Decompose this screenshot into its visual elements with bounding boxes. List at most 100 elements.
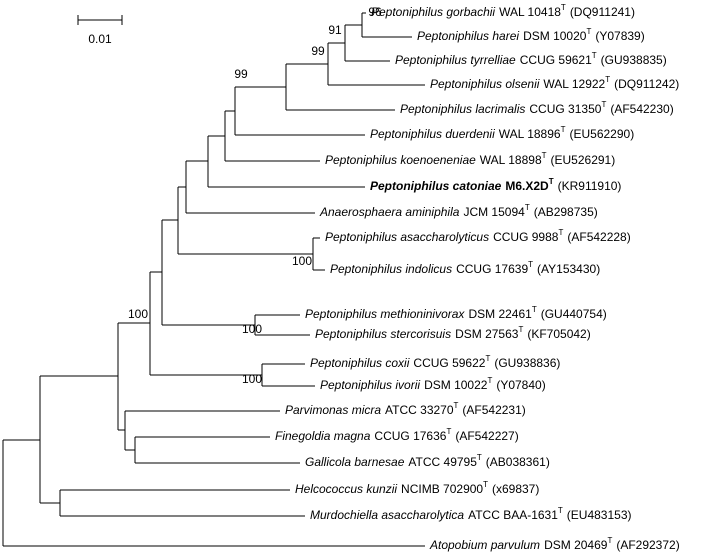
accession: (DQ911242)	[614, 77, 679, 91]
type-strain-mark: T	[532, 305, 537, 314]
strain: CCUG 59622	[413, 356, 485, 370]
taxon-label: Peptoniphilus tyrrelliae CCUG 59621T (GU93…	[395, 51, 667, 67]
taxon-label: Peptoniphilus duerdenii WAL 18896T (EU5622…	[370, 125, 634, 141]
taxon-name: Peptoniphilus stercorisuis	[315, 327, 451, 341]
accession: (GU938836)	[494, 356, 560, 370]
taxon-label: Peptoniphilus catoniae M6.X2DT (KR911910)	[370, 177, 621, 193]
strain: CCUG 59621	[520, 53, 592, 67]
strain: ATCC 49795	[408, 455, 477, 469]
taxon-label: Peptoniphilus olsenii WAL 12922T (DQ911242…	[430, 75, 679, 91]
strain: JCM 15094	[463, 205, 525, 219]
taxon-name: Finegoldia magna	[275, 429, 371, 443]
bootstrap-value: 96	[368, 5, 382, 19]
bootstrap-value: 99	[311, 44, 325, 58]
accession: (AF292372)	[616, 538, 679, 552]
accession: (AF542230)	[610, 102, 673, 116]
taxon-name: Atopobium parvulum	[429, 538, 540, 552]
accession: (AF542231)	[462, 403, 525, 417]
strain: DSM 27563	[455, 327, 519, 341]
type-strain-mark: T	[528, 260, 533, 269]
taxon-name: Peptoniphilus tyrrelliae	[395, 53, 516, 67]
type-strain-mark: T	[549, 177, 554, 186]
taxon-name: Gallicola barnesae	[305, 455, 405, 469]
accession: (AY153430)	[537, 262, 600, 276]
taxon-name: Peptoniphilus methioninivorax	[305, 307, 465, 321]
strain: CCUG 17636	[374, 429, 446, 443]
strain: DSM 10020	[523, 29, 587, 43]
bootstrap-value: 100	[242, 372, 262, 386]
bootstrap-value: 99	[234, 67, 248, 81]
accession: (GU938835)	[601, 53, 667, 67]
bootstrap-value: 91	[328, 23, 342, 37]
strain: NCIMB 702900	[401, 482, 483, 496]
accession: (AF542228)	[567, 230, 630, 244]
strain: WAL 10418	[499, 5, 561, 19]
strain: WAL 18898	[480, 153, 542, 167]
taxon-label: Atopobium parvulum DSM 20469T (AF292372)	[429, 536, 680, 552]
accession: (Y07839)	[595, 29, 644, 43]
taxon-label: Gallicola barnesae ATCC 49795T (AB038361)	[305, 453, 550, 469]
type-strain-mark: T	[592, 51, 597, 60]
accession: (EU483153)	[567, 508, 632, 522]
taxon-label: Peptoniphilus koenoeneniae WAL 18898T (EU5…	[325, 151, 615, 167]
taxon-label: Peptoniphilus methioninivorax DSM 22461T (…	[305, 305, 607, 321]
type-strain-mark: T	[561, 125, 566, 134]
taxon-label: Anaerosphaera aminiphila JCM 15094T (AB298…	[319, 203, 598, 219]
type-strain-mark: T	[483, 480, 488, 489]
taxon-name: Peptoniphilus indolicus	[330, 262, 452, 276]
scale-label: 0.01	[88, 32, 112, 46]
accession: (AB298735)	[534, 205, 598, 219]
type-strain-mark: T	[607, 536, 612, 545]
type-strain-mark: T	[542, 151, 547, 160]
type-strain-mark: T	[558, 506, 563, 515]
taxon-label: Peptoniphilus harei DSM 10020T (Y07839)	[417, 27, 645, 43]
accession: (KR911910)	[558, 179, 622, 193]
strain: DSM 22461	[468, 307, 532, 321]
taxon-label: Peptoniphilus coxii CCUG 59622T (GU938836)	[310, 354, 560, 370]
strain: DSM 10022	[424, 378, 488, 392]
strain: WAL 12922	[543, 77, 605, 91]
strain: CCUG 17639	[456, 262, 528, 276]
taxon-label: Peptoniphilus gorbachii WAL 10418T (DQ9112…	[371, 3, 635, 19]
accession: (Y07840)	[496, 378, 545, 392]
accession: (KF705042)	[527, 327, 590, 341]
type-strain-mark: T	[525, 203, 530, 212]
taxon-label: Helcococcus kunzii NCIMB 702900T (x69837)	[295, 480, 539, 496]
type-strain-mark: T	[485, 354, 490, 363]
strain: WAL 18896	[499, 127, 561, 141]
strain: M6.X2D	[505, 179, 549, 193]
accession: (x69837)	[492, 482, 539, 496]
type-strain-mark: T	[558, 228, 563, 237]
accession: (EU526291)	[551, 153, 616, 167]
taxon-name: Peptoniphilus lacrimalis	[400, 102, 525, 116]
taxon-name: Peptoniphilus olsenii	[430, 77, 540, 91]
taxon-name: Peptoniphilus asaccharolyticus	[325, 230, 489, 244]
type-strain-mark: T	[601, 100, 606, 109]
tree-branches	[77, 15, 123, 25]
type-strain-mark: T	[487, 376, 492, 385]
type-strain-mark: T	[446, 427, 451, 436]
taxon-label: Murdochiella asaccharolytica ATCC BAA-163…	[310, 506, 632, 522]
taxon-label: Peptoniphilus asaccharolyticus CCUG 9988T…	[325, 228, 631, 244]
taxon-label: Peptoniphilus lacrimalis CCUG 31350T (AF54…	[400, 100, 674, 116]
type-strain-mark: T	[605, 75, 610, 84]
taxon-name: Parvimonas micra	[285, 403, 381, 417]
taxon-name: Peptoniphilus ivorii	[320, 378, 420, 392]
accession: (GU440754)	[541, 307, 607, 321]
taxon-name: Peptoniphilus gorbachii	[371, 5, 495, 19]
type-strain-mark: T	[454, 401, 459, 410]
bootstrap-value: 100	[292, 254, 312, 268]
type-strain-mark: T	[586, 27, 591, 36]
strain: ATCC BAA-1631	[468, 508, 558, 522]
taxon-label: Finegoldia magna CCUG 17636T (AF542227)	[275, 427, 519, 443]
bootstrap-value: 100	[242, 322, 262, 336]
taxon-label: Peptoniphilus ivorii DSM 10022T (Y07840)	[320, 376, 546, 392]
type-strain-mark: T	[477, 453, 482, 462]
strain: ATCC 33270	[385, 403, 454, 417]
type-strain-mark: T	[518, 325, 523, 334]
taxon-label: Peptoniphilus indolicus CCUG 17639T (AY153…	[330, 260, 600, 276]
strain: DSM 20469	[544, 538, 608, 552]
type-strain-mark: T	[561, 3, 566, 12]
taxon-name: Peptoniphilus koenoeneniae	[325, 153, 476, 167]
